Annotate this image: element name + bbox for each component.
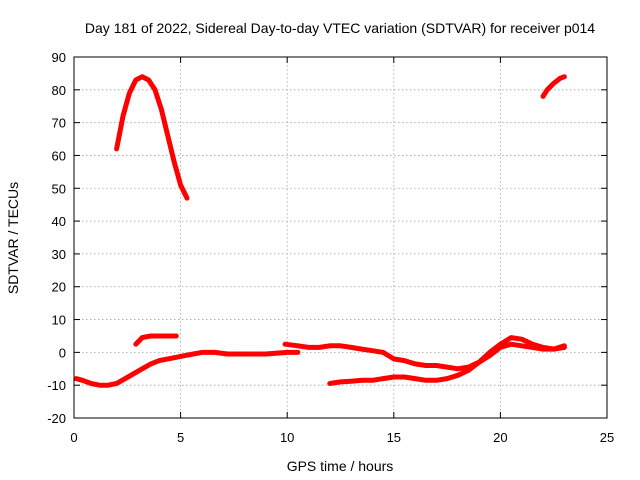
y-tick-label: 70	[52, 116, 66, 131]
y-tick-label: -20	[47, 411, 66, 426]
y-tick-label: 90	[52, 50, 66, 65]
x-tick-label: 20	[493, 430, 507, 445]
y-tick-label: 50	[52, 181, 66, 196]
series-arc-2	[540, 74, 567, 99]
y-tick-label: 80	[52, 83, 66, 98]
y-tick-label: 20	[52, 280, 66, 295]
axis-ticks: 0 5 10 15 20 25 -20 -10 0 10 20 30 40 50 60 70 80 90	[47, 50, 614, 445]
series-arc-4	[133, 333, 179, 347]
series-arc-1	[114, 74, 190, 201]
series-arc-3	[73, 349, 301, 388]
y-axis-label: SDTVAR / TECUs	[5, 182, 21, 294]
data-series	[73, 74, 567, 388]
x-tick-label: 15	[387, 430, 401, 445]
x-tick-label: 25	[600, 430, 614, 445]
y-tick-label: 40	[52, 214, 66, 229]
series-arc-6	[327, 335, 567, 386]
x-axis-label: GPS time / hours	[287, 458, 394, 474]
y-tick-label: 0	[59, 345, 66, 360]
x-tick-label: 5	[177, 430, 184, 445]
grid-lines	[74, 57, 607, 418]
y-tick-label: 30	[52, 247, 66, 262]
plot-frame	[73, 56, 608, 419]
series-arc-5	[282, 341, 567, 372]
y-tick-label: -10	[47, 378, 66, 393]
x-tick-label: 10	[280, 430, 294, 445]
y-tick-label: 60	[52, 148, 66, 163]
y-tick-label: 10	[52, 313, 66, 328]
chart-title: Day 181 of 2022, Sidereal Day-to-day VTE…	[85, 20, 595, 36]
x-tick-label: 0	[70, 430, 77, 445]
